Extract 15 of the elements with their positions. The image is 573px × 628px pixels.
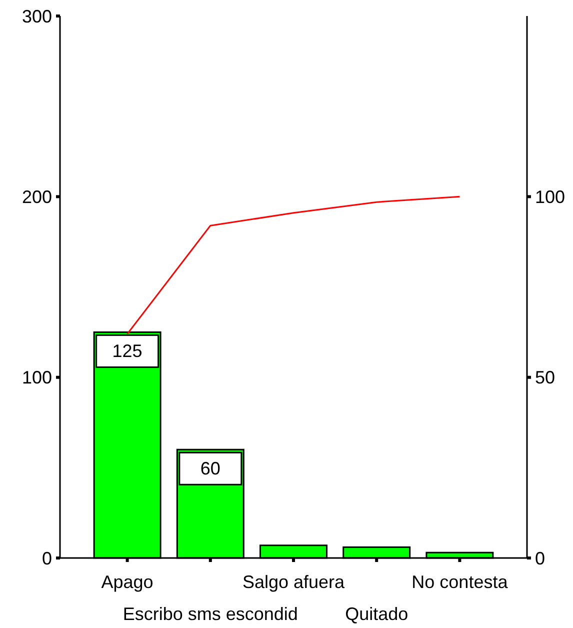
y-tick-label: 0 <box>42 548 52 568</box>
data-label: 125 <box>112 341 142 362</box>
y-tick-label: 200 <box>22 186 52 207</box>
y-tick-label: 100 <box>22 368 52 388</box>
y2-tick-label: 0 <box>535 548 546 568</box>
x-tick-label: Quitado <box>345 604 408 624</box>
y-tick-label: 300 <box>22 6 52 26</box>
x-tick-label: No contesta <box>412 572 509 592</box>
data-label: 60 <box>200 458 220 479</box>
x-tick-label: Escribo sms escondid <box>122 604 298 624</box>
x-tick-label: Apago <box>101 572 154 592</box>
line-series <box>126 196 460 335</box>
x-tick-label: Salgo afuera <box>242 572 346 592</box>
y2-tick-label: 100 <box>535 186 566 207</box>
y2-tick-label: 50 <box>535 368 556 388</box>
